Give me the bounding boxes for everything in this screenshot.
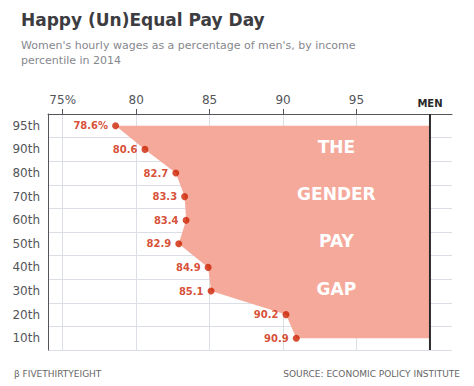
svg-text:10th: 10th — [12, 331, 40, 345]
svg-text:90.2: 90.2 — [254, 309, 279, 320]
svg-text:95: 95 — [349, 93, 364, 107]
svg-text:95th: 95th — [12, 119, 40, 133]
svg-text:82.9: 82.9 — [147, 238, 172, 249]
svg-text:60th: 60th — [12, 213, 40, 227]
svg-text:20th: 20th — [12, 308, 40, 322]
svg-text:β FIVETHIRTYEIGHT: β FIVETHIRTYEIGHT — [14, 369, 102, 379]
svg-text:50th: 50th — [12, 237, 40, 251]
svg-text:THE: THE — [318, 137, 355, 157]
svg-text:GAP: GAP — [317, 279, 357, 299]
svg-text:90: 90 — [275, 93, 290, 107]
svg-text:Women's hourly wages as a perc: Women's hourly wages as a percentage of … — [21, 39, 356, 52]
svg-text:40th: 40th — [12, 260, 40, 274]
svg-text:80: 80 — [129, 93, 144, 107]
svg-text:80.6: 80.6 — [113, 144, 138, 155]
svg-text:Happy (Un)Equal Pay Day: Happy (Un)Equal Pay Day — [21, 10, 265, 30]
svg-text:85.1: 85.1 — [179, 286, 204, 297]
svg-text:84.9: 84.9 — [176, 262, 201, 273]
svg-text:70th: 70th — [12, 190, 40, 204]
svg-text:80th: 80th — [12, 166, 40, 180]
svg-text:83.3: 83.3 — [152, 191, 177, 202]
svg-text:MEN: MEN — [417, 98, 442, 109]
svg-text:83.4: 83.4 — [154, 215, 179, 226]
svg-text:PAY: PAY — [319, 231, 354, 251]
svg-text:SOURCE: ECONOMIC POLICY INSTIT: SOURCE: ECONOMIC POLICY INSTITUTE — [283, 369, 460, 379]
svg-text:90th: 90th — [12, 142, 40, 156]
svg-text:85: 85 — [202, 93, 217, 107]
svg-text:percentile in 2014: percentile in 2014 — [21, 54, 121, 67]
svg-text:82.7: 82.7 — [144, 168, 169, 179]
svg-text:90.9: 90.9 — [264, 333, 289, 344]
svg-text:75%: 75% — [49, 93, 76, 107]
svg-text:78.6%: 78.6% — [73, 120, 108, 131]
svg-text:30th: 30th — [12, 284, 40, 298]
svg-text:GENDER: GENDER — [297, 184, 376, 204]
